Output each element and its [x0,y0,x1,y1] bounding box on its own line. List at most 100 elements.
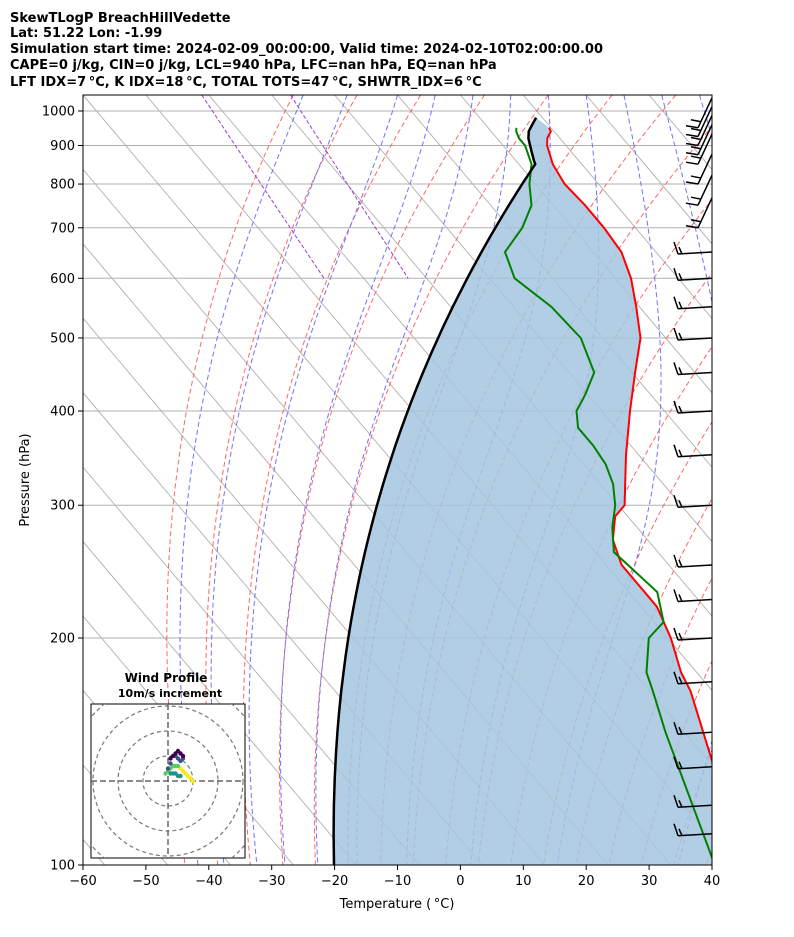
x-tick-label: −50 [132,874,159,889]
barb-flag [673,296,679,309]
moist-adiabat-line [210,95,348,865]
moist-adiabat-line [179,95,304,865]
barb-shaft [697,133,713,165]
x-tick-label: −40 [195,874,222,889]
dry-adiabat-line [166,95,294,865]
moist-adiabat-line [661,95,712,865]
cape-shading [333,117,712,865]
barb-flag [678,272,683,281]
barb-flag [673,589,679,602]
isotherm-line [83,540,357,865]
barb-shaft [697,174,713,206]
barb-flag [690,136,702,141]
x-tick-label: −60 [69,874,96,889]
isotherm-line [83,466,420,865]
x-tick-label: −10 [384,874,411,889]
x-tick-label: 20 [578,874,595,889]
x-tick-label: 40 [704,874,721,889]
barb-flag [678,828,683,837]
barb-flag [685,151,699,156]
y-tick-label: 600 [50,272,75,287]
barb-shaft [677,371,713,376]
barb-shaft [677,454,713,458]
x-tick-label: 10 [515,874,532,889]
wind-barb [673,444,713,458]
barb-flag [690,119,702,123]
x-tick-label: 30 [641,874,658,889]
barb-shaft [677,504,713,508]
moist-adiabat-line [698,95,712,139]
dewpoint-line [503,127,712,861]
barb-flag [678,800,683,808]
y-tick-label: 400 [50,405,75,420]
barb-flag [678,559,683,568]
barb-shaft [697,197,713,229]
mixing-ratio-line [201,95,325,279]
location-line: Lat: 51.22 Lon: -1.99 [10,26,163,41]
dry-adiabat-line [772,95,794,865]
wind-barb [673,327,713,341]
isotherm-line [83,838,105,865]
barb-flag [685,125,699,129]
wind-barb [673,823,713,837]
wind-barb [673,554,713,568]
y-tick-label: 300 [50,499,75,514]
barb-flag [678,594,683,602]
barb-flag [673,554,679,568]
barb-flag [678,676,683,685]
chart-title: SkewTLogP BreachHillVedette [10,11,231,26]
barb-flag [685,225,699,229]
barb-flag [685,142,699,147]
wind-barb [673,400,713,414]
wind-barb [685,153,713,185]
x-tick-label: −20 [321,874,348,889]
x-axis-label: Temperature ( °C) [339,897,455,912]
barb-flag [678,301,683,310]
hodograph-point [170,771,176,776]
barb-flag [673,400,679,414]
y-tick-label: 700 [50,221,75,236]
wind-barb [673,721,713,735]
y-axis-label: Pressure (hPa) [18,433,33,526]
barb-shaft [677,833,713,837]
barb-flag [678,726,683,735]
shaded-region [333,117,712,865]
dry-adiabat-line [705,845,712,865]
wind-barbs [673,97,713,837]
wind-barb [685,124,713,156]
wind-barb [673,296,713,310]
wind-barb [673,268,713,282]
wind-barb [673,589,713,603]
barb-shaft [677,251,713,255]
barb-shaft [677,680,713,685]
barb-flag [690,196,702,200]
isotherm-line [522,95,712,320]
x-tick-label: 0 [456,874,464,889]
barb-flag [685,161,699,165]
barb-flag [690,127,702,132]
wind-barb [685,133,713,165]
y-axis: 1000 900 800 700 600 500 400 300 200 100 [42,104,83,874]
isotherm-line [334,95,712,543]
wind-barb [685,174,713,206]
barb-flag [678,405,683,414]
profiles [332,116,712,865]
wind-barb [673,495,713,508]
y-tick-label: 800 [50,178,75,193]
barb-flag [678,632,683,641]
moist-adiabat-line [315,95,474,865]
barb-flag [678,449,683,458]
barb-shaft [677,598,713,603]
hodograph-point [165,766,171,771]
index-line: LFT IDX=7 °C, K IDX=18 °C, TOTAL TOTS=47… [10,75,482,90]
barb-flag [690,175,702,179]
barb-shaft [677,765,713,770]
barb-flag [673,795,679,808]
wind-barb [685,197,713,229]
barb-shaft [677,277,713,282]
barb-flag [685,181,699,185]
barb-flag [673,327,679,341]
parcel-line [332,116,538,865]
barb-shaft [677,564,713,568]
y-tick-label: 100 [50,859,75,874]
